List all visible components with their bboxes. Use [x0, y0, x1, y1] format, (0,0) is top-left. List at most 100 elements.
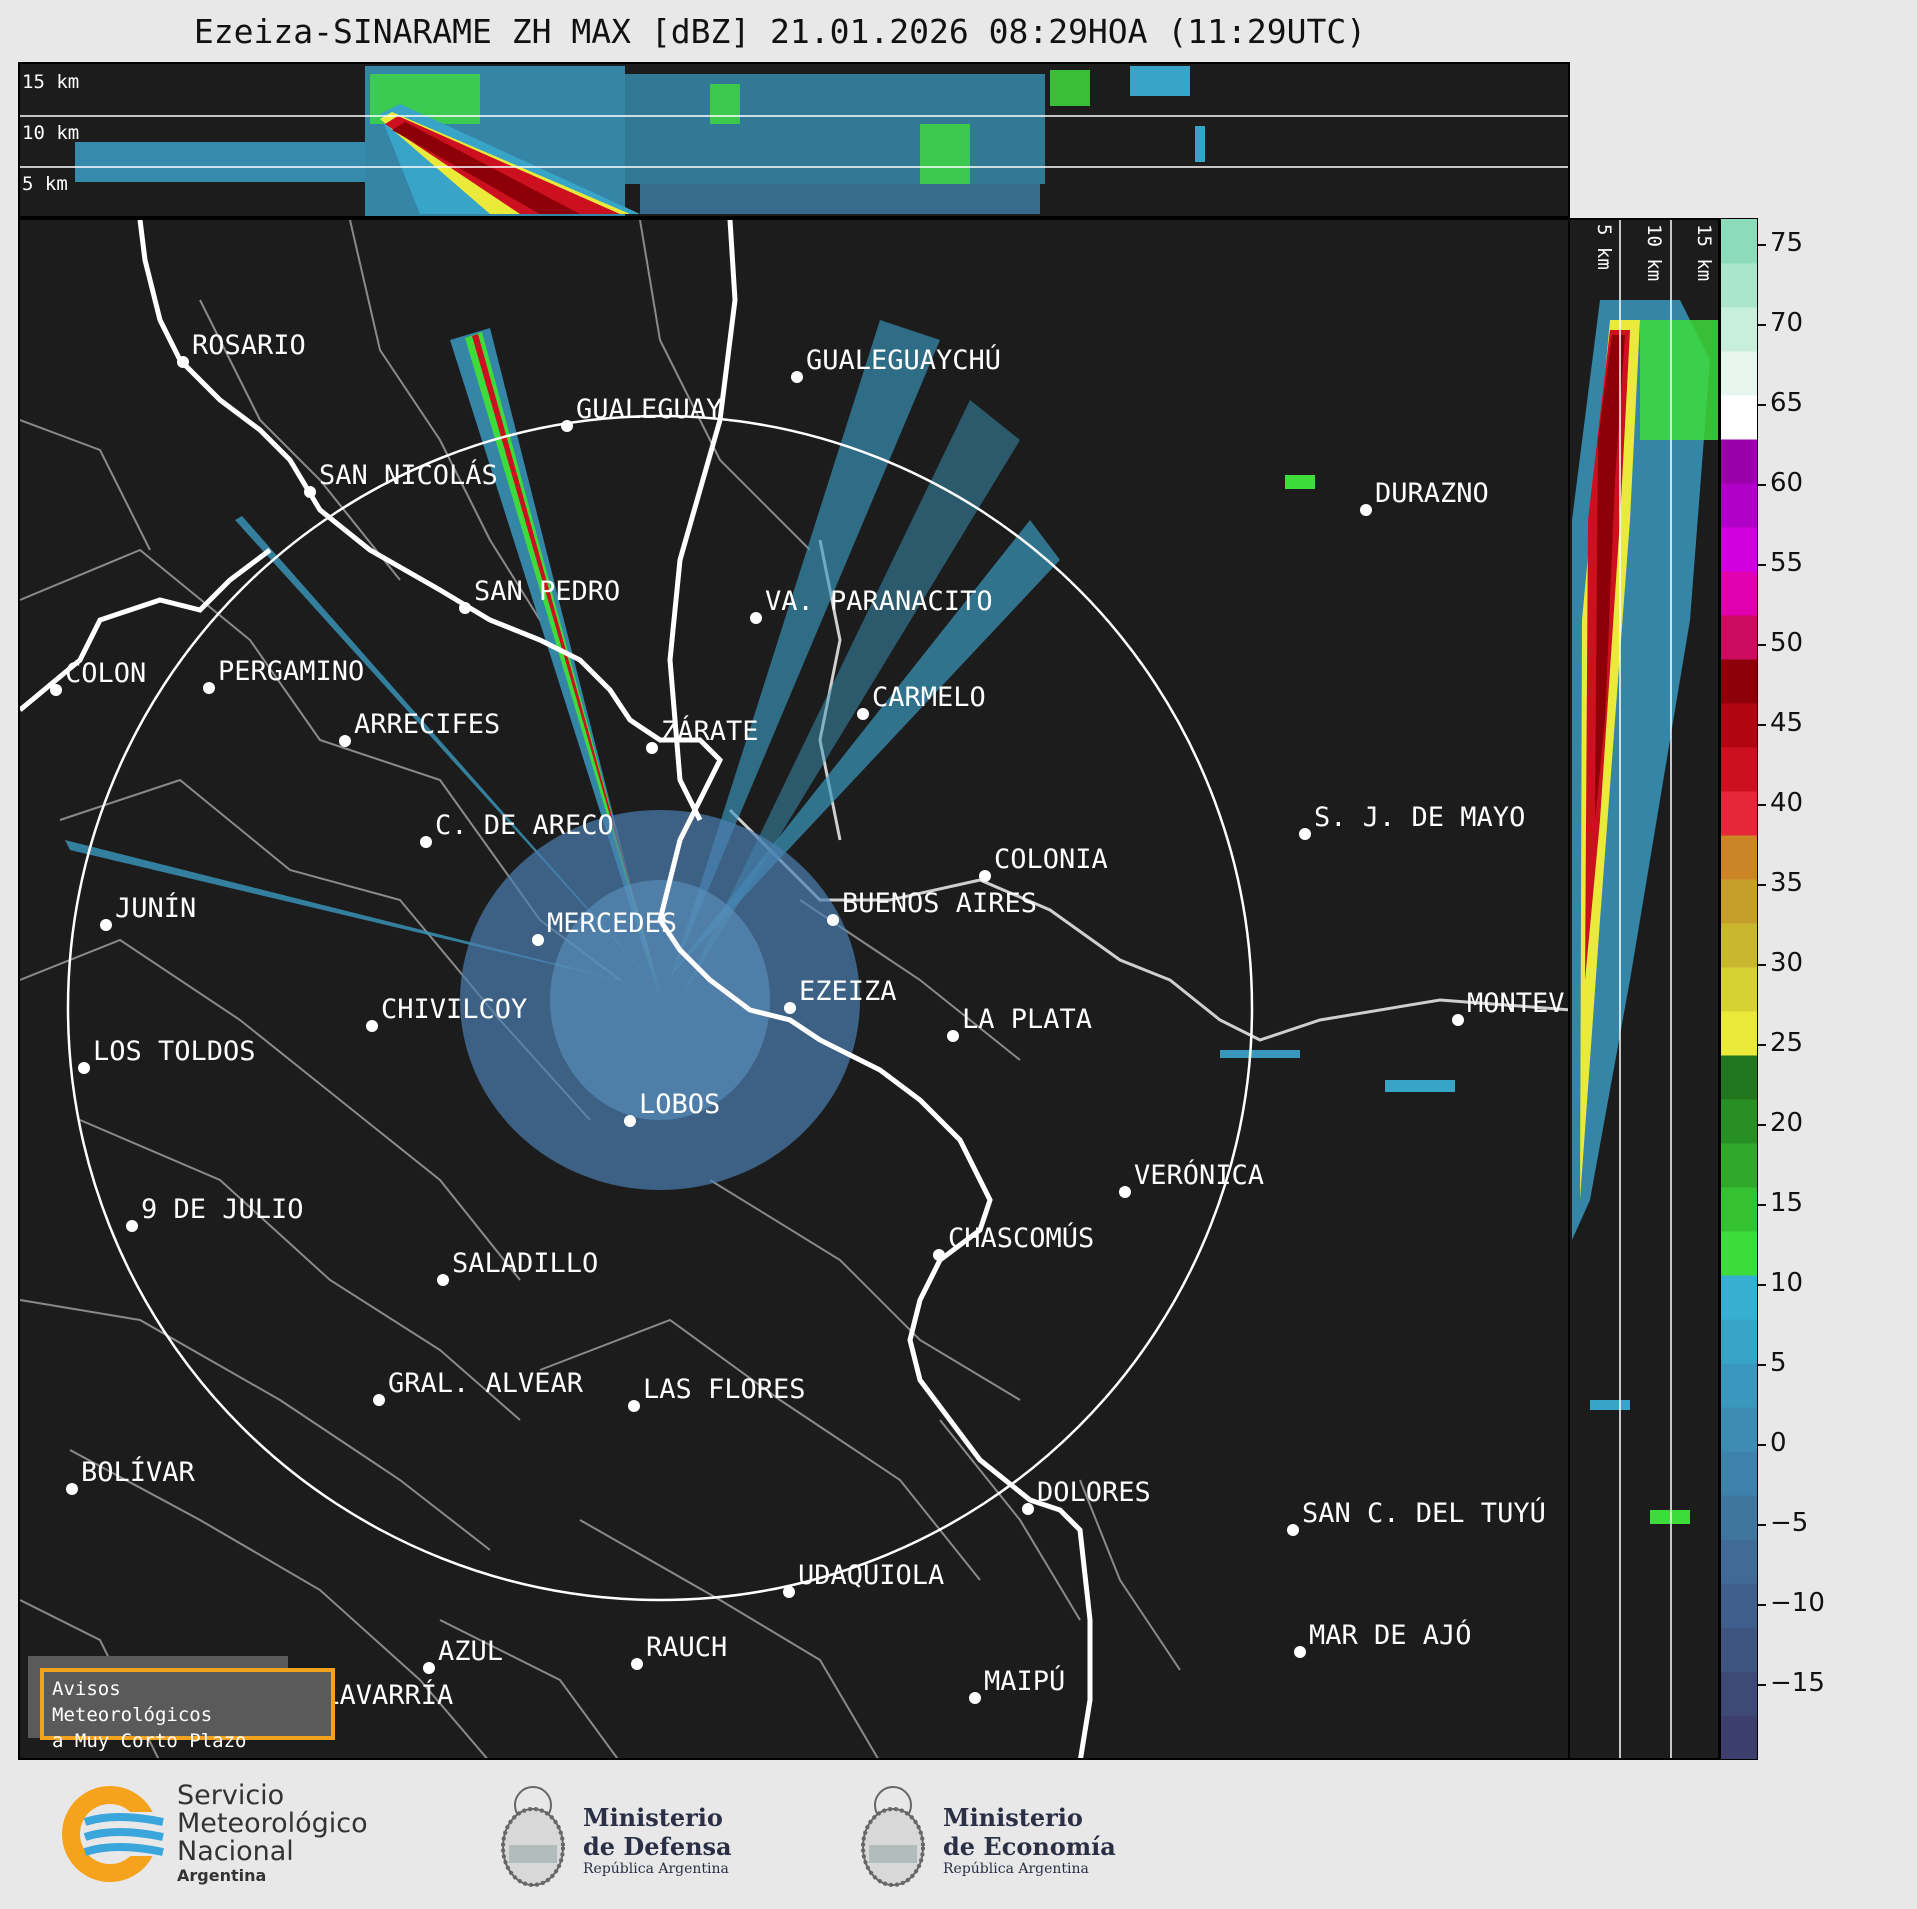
- notice-box: Avisos Meteorológicos a Muy Corto Plazo: [28, 1656, 335, 1752]
- coat-of-arms-icon: [861, 1786, 925, 1887]
- colorbar-tick-text: 70: [1770, 308, 1804, 338]
- colorbar-band: [1721, 571, 1757, 616]
- colorbar-tick-text: 75: [1770, 228, 1804, 258]
- city-marker: ARRECIFES: [339, 709, 500, 747]
- colorbar-tick-label: 30: [1758, 948, 1804, 978]
- top-cross-section: 15 km 10 km 5 km: [18, 62, 1570, 218]
- city-label: LA PLATA: [962, 1004, 1092, 1035]
- colorbar-band: [1721, 923, 1757, 968]
- city-dot: [1299, 828, 1311, 840]
- city-marker: SALADILLO: [437, 1248, 598, 1286]
- city-marker: C. DE ARECO: [420, 810, 614, 848]
- city-label: ROSARIO: [192, 330, 306, 361]
- colorbar-band: [1721, 967, 1757, 1012]
- city-marker: MAR DE AJÓ: [1294, 1619, 1472, 1658]
- colorbar-band: [1721, 263, 1757, 308]
- colorbar-band: [1721, 791, 1757, 836]
- city-dot: [423, 1662, 435, 1674]
- city-marker: S. J. DE MAYO: [1299, 802, 1525, 840]
- defensa-logo: Ministerio de Defensa República Argentin…: [495, 1775, 765, 1895]
- side-cross-section: 5 km 10 km 15 km: [1568, 218, 1720, 1760]
- city-dot: [437, 1274, 449, 1286]
- city-dot: [100, 919, 112, 931]
- city-dot: [177, 356, 189, 368]
- colorbar-band: [1721, 1627, 1757, 1672]
- city-marker: SAN C. DEL TUYÚ: [1287, 1497, 1546, 1536]
- city-dot: [947, 1030, 959, 1042]
- city-marker: ROSARIO: [177, 330, 306, 368]
- colorbar-band: [1721, 835, 1757, 880]
- city-dot: [1022, 1503, 1034, 1515]
- city-dot: [1452, 1014, 1464, 1026]
- city-label: UDAQUIOLA: [798, 1560, 944, 1591]
- city-label: 9 DE JULIO: [141, 1194, 304, 1225]
- city-marker: GUALEGUAYCHÚ: [791, 344, 1001, 383]
- defensa-line-3: República Argentina: [583, 1861, 729, 1877]
- smn-line-3: Nacional: [177, 1836, 294, 1867]
- city-marker: CARMELO: [857, 682, 986, 720]
- city-marker: EZEIZA: [784, 976, 897, 1014]
- city-marker: LA PLATA: [947, 1004, 1092, 1042]
- side-echoes: [1572, 300, 1718, 1524]
- city-dot: [1119, 1186, 1131, 1198]
- city-marker: 9 DE JULIO: [126, 1194, 304, 1232]
- colorbar-tick-label: 10: [1758, 1268, 1804, 1298]
- city-marker: LOBOS: [624, 1089, 720, 1127]
- city-label: VERÓNICA: [1134, 1159, 1264, 1191]
- colorbar-band: [1721, 1539, 1757, 1584]
- colorbar-tick-label: 75: [1758, 228, 1804, 258]
- city-label: SAN NICOLÁS: [319, 459, 498, 491]
- colorbar-band: [1721, 1187, 1757, 1232]
- defensa-line-2: de Defensa: [583, 1832, 732, 1861]
- colorbar-tick-label: 45: [1758, 708, 1804, 738]
- city-label: JUNÍN: [115, 892, 196, 924]
- colorbar-tick-label: 20: [1758, 1108, 1803, 1138]
- coat-of-arms-icon: [501, 1786, 565, 1887]
- city-dot: [203, 682, 215, 694]
- colorbar-tick-text: 25: [1770, 1028, 1804, 1058]
- department-borders: [20, 220, 1181, 1758]
- smn-logo: Servicio Meteorológico Nacional Argentin…: [55, 1782, 395, 1887]
- range-ring: [66, 414, 1254, 1602]
- colorbar-band: [1721, 439, 1757, 484]
- colorbar-tick-text: 40: [1770, 788, 1804, 818]
- colorbar-tick-text: 45: [1770, 708, 1804, 738]
- colorbar-band: [1721, 307, 1757, 352]
- colorbar-tick-text: 10: [1770, 1268, 1804, 1298]
- city-label: DURAZNO: [1375, 478, 1489, 509]
- economia-line-3: República Argentina: [943, 1861, 1089, 1877]
- radar-map: ROSARIO GUALEGUAYCHÚ GUALEGUAY SAN NICOLÁS D…: [18, 218, 1570, 1760]
- colorbar-band: [1721, 1495, 1757, 1540]
- side-label-10km: 10 km: [1643, 224, 1665, 281]
- city-dot: [624, 1115, 636, 1127]
- city-dot: [750, 612, 762, 624]
- colorbar-tick-label: 0: [1758, 1428, 1787, 1458]
- city-dot: [933, 1249, 945, 1261]
- colorbar-band: [1721, 659, 1757, 704]
- city-marker: SAN PEDRO: [459, 576, 620, 614]
- city-marker: JUNÍN: [100, 892, 196, 931]
- city-label: CHASCOMÚS: [948, 1222, 1094, 1254]
- colorbar-band: [1721, 1451, 1757, 1496]
- colorbar-band: [1721, 1011, 1757, 1056]
- top-echoes: [75, 66, 1205, 216]
- smn-line-2: Meteorológico: [177, 1808, 368, 1839]
- colorbar-band: [1721, 395, 1757, 440]
- city-marker: ZÁRATE: [646, 715, 759, 754]
- colorbar-band: [1721, 483, 1757, 528]
- height-label-15km: 15 km: [22, 71, 79, 93]
- height-label-5km: 5 km: [22, 173, 68, 195]
- colorbar-tick-text: −15: [1770, 1668, 1825, 1698]
- city-marker: UDAQUIOLA: [783, 1560, 944, 1598]
- city-label: SAN C. DEL TUYÚ: [1302, 1497, 1546, 1529]
- colorbar-band: [1721, 219, 1757, 264]
- colorbar-band: [1721, 1231, 1757, 1276]
- colorbar-tick-text: 30: [1770, 948, 1804, 978]
- city-dot: [1287, 1524, 1299, 1536]
- city-dot: [646, 742, 658, 754]
- city-dot: [1294, 1646, 1306, 1658]
- city-marker: BOLÍVAR: [66, 1456, 196, 1495]
- city-dot: [66, 1483, 78, 1495]
- colorbar-tick-text: −5: [1770, 1508, 1809, 1538]
- colorbar-band: [1721, 1363, 1757, 1408]
